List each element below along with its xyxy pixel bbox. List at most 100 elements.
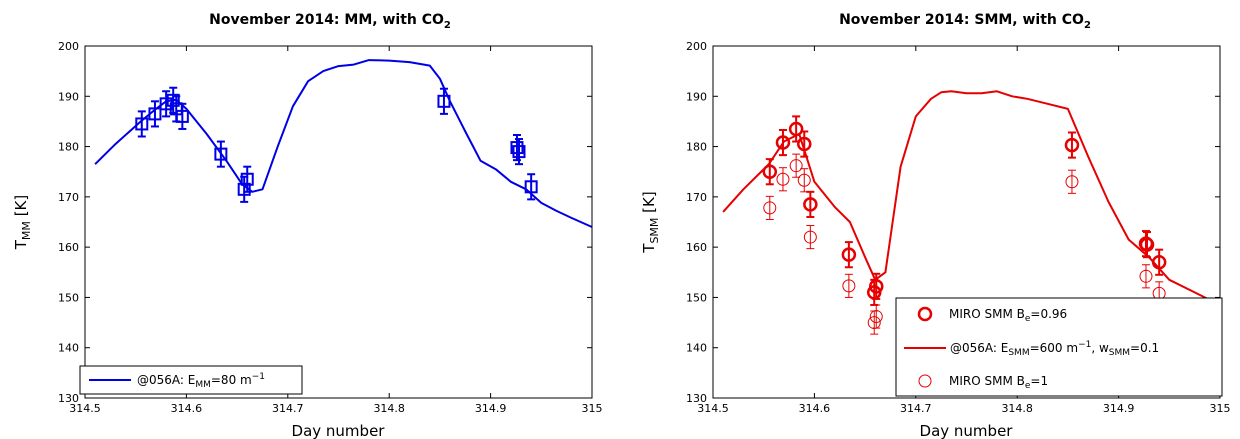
y-tick-label: 170 (58, 191, 79, 204)
y-tick-label: 150 (686, 291, 707, 304)
y-tick-label: 200 (58, 40, 79, 53)
observation-square-marker (166, 93, 180, 107)
x-axis-ticks: 314.5 314.6 314.7 314.8 314.9 315 (69, 46, 603, 415)
y-tick-label: 140 (58, 342, 79, 355)
y-tick-label: 170 (686, 191, 707, 204)
x-tick-label: 314.9 (475, 402, 507, 415)
legend-separator: , w (1091, 341, 1109, 355)
legend-value: =600 m (1030, 341, 1078, 355)
y-tick-label: 180 (58, 141, 79, 154)
x-axis-ticks: 314.5 314.6 314.7 314.8 314.9 315 (697, 46, 1231, 415)
y-axis-ticks: 130 140 150 160 170 180 190 200 (686, 40, 1220, 405)
y-tick-label: 180 (686, 141, 707, 154)
x-tick-label: 314.7 (272, 402, 304, 415)
legend-superscript: −1 (252, 372, 265, 382)
legend-superscript: −1 (1078, 340, 1091, 350)
observation-square-marker (437, 94, 451, 108)
y-tick-label: 190 (58, 90, 79, 103)
x-tick-label: 315 (1210, 402, 1231, 415)
chart-title: November 2014: MM, with CO2 (209, 12, 451, 31)
y-tick-label: 160 (686, 241, 707, 254)
miro-be-096-circle-marker (869, 279, 884, 294)
y-axis-label-unit: [K] (12, 195, 30, 221)
miro-be-096-circle-marker (841, 247, 857, 262)
miro-be-1-circle-marker (797, 173, 811, 187)
x-axis-label: Day number (920, 422, 1014, 439)
legend-label-model: @056A: ESMM=600 m−1, wSMM=0.1 (950, 340, 1159, 358)
title-subscript: 2 (1084, 20, 1091, 31)
y-tick-label: 160 (58, 241, 79, 254)
miro-be-096-circle-marker (797, 136, 812, 152)
legend: MIRO SMM Be=0.96 @056A: ESMM=600 m−1, wS… (895, 297, 1223, 397)
chart-title: November 2014: SMM, with CO2 (839, 12, 1091, 31)
plot-area (94, 59, 593, 228)
model-line (722, 90, 1221, 306)
x-tick-label: 314.8 (1001, 402, 1033, 415)
observation-square-marker (135, 117, 149, 131)
x-tick-label: 314.5 (697, 402, 729, 415)
legend-value: =0.96 (1030, 307, 1067, 321)
miro-be-096-circle-marker (803, 197, 818, 212)
x-axis-label: Day number (292, 422, 386, 439)
observation-square-marker (240, 172, 254, 186)
observation-square-marker (175, 109, 189, 123)
miro-be-096-circle-marker (1139, 237, 1155, 252)
legend-marker-thin-circle (918, 374, 932, 388)
x-tick-label: 314.6 (171, 402, 203, 415)
observation-square-marker (512, 145, 526, 159)
x-tick-label: 314.8 (373, 402, 405, 415)
title-subscript: 2 (444, 20, 451, 31)
legend-value: =80 m (211, 373, 252, 387)
miro-be-1-circle-marker (803, 230, 817, 244)
chart-smm: November 2014: SMM, with CO2 314.5 314.6 3… (640, 12, 1231, 439)
miro-be-1-circle-marker (869, 310, 883, 324)
legend-label-miro-096: MIRO SMM Be=0.96 (949, 307, 1067, 324)
y-axis-label-subscript: SMM (648, 218, 661, 244)
x-tick-label: 315 (582, 402, 603, 415)
chart-mm: November 2014: MM, with CO2 314.5 314.6 31… (12, 12, 603, 439)
legend-subscript-2: SMM (1109, 348, 1130, 358)
miro-be-1-circle-marker (1065, 175, 1079, 189)
y-axis-label-unit: [K] (640, 191, 658, 217)
miro-be-1-circle-marker (763, 201, 777, 215)
axes-frame (712, 45, 1221, 399)
y-axis-label: TSMM [K] (640, 191, 661, 253)
y-tick-label: 130 (686, 392, 707, 405)
y-tick-label: 200 (686, 40, 707, 53)
legend: @056A: EMM=80 m−1 (79, 365, 303, 395)
legend-label-model: @056A: EMM=80 m−1 (137, 372, 265, 390)
miro-be-096-circle-marker (762, 164, 778, 179)
legend-subscript: SMM (1008, 348, 1029, 358)
plot-area (722, 90, 1221, 335)
miro-be-1-circle-marker (789, 159, 803, 173)
legend-value: =1 (1030, 374, 1048, 388)
x-tick-label: 314.9 (1103, 402, 1135, 415)
observation-square-marker (214, 147, 228, 161)
legend-subscript: MM (195, 380, 211, 390)
y-tick-label: 130 (58, 392, 79, 405)
miro-be-096-circle-marker (775, 135, 791, 150)
legend-subscript: e (1025, 314, 1031, 324)
observation-square-marker (524, 180, 538, 194)
legend-marker-thick-circle (917, 306, 933, 322)
observation-square-marker (148, 107, 162, 121)
x-tick-label: 314.6 (799, 402, 831, 415)
y-tick-label: 150 (58, 291, 79, 304)
y-tick-label: 140 (686, 342, 707, 355)
x-tick-label: 314.7 (900, 402, 932, 415)
miro-be-096-circle-marker (1064, 137, 1080, 153)
x-tick-label: 314.5 (69, 402, 101, 415)
miro-be-1-circle-marker (842, 279, 856, 293)
y-axis-ticks: 130 140 150 160 170 180 190 200 (58, 40, 592, 405)
legend-box (895, 297, 1223, 397)
axes-frame (84, 45, 593, 399)
miro-be-1-circle-marker (776, 172, 790, 186)
legend-label-miro-1: MIRO SMM Be=1 (949, 374, 1048, 391)
miro-be-096-circle-marker (788, 121, 804, 137)
miro-be-1-circle-marker (1139, 269, 1153, 283)
miro-be-096-circle-marker (1151, 254, 1167, 270)
y-tick-label: 190 (686, 90, 707, 103)
y-axis-label-subscript: MM (20, 221, 33, 240)
miro-be-1-circle-marker (867, 316, 881, 330)
